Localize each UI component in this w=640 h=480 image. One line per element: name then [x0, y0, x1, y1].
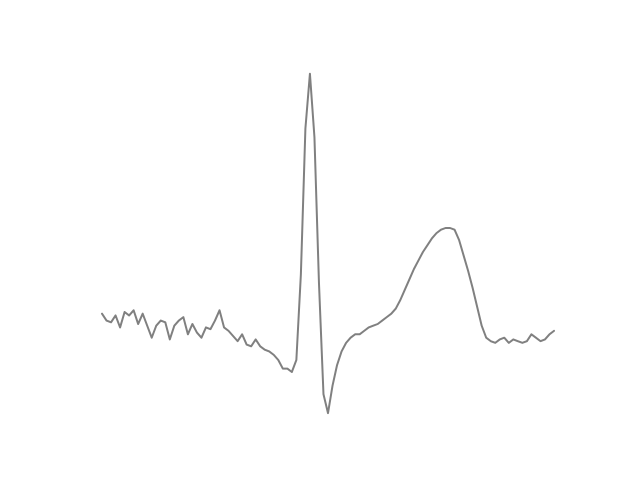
series-line-0: [101, 72, 555, 415]
plot-area: [101, 72, 555, 415]
